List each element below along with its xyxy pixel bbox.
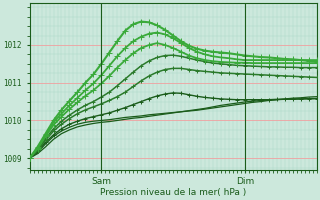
X-axis label: Pression niveau de la mer( hPa ): Pression niveau de la mer( hPa ) (100, 188, 246, 197)
